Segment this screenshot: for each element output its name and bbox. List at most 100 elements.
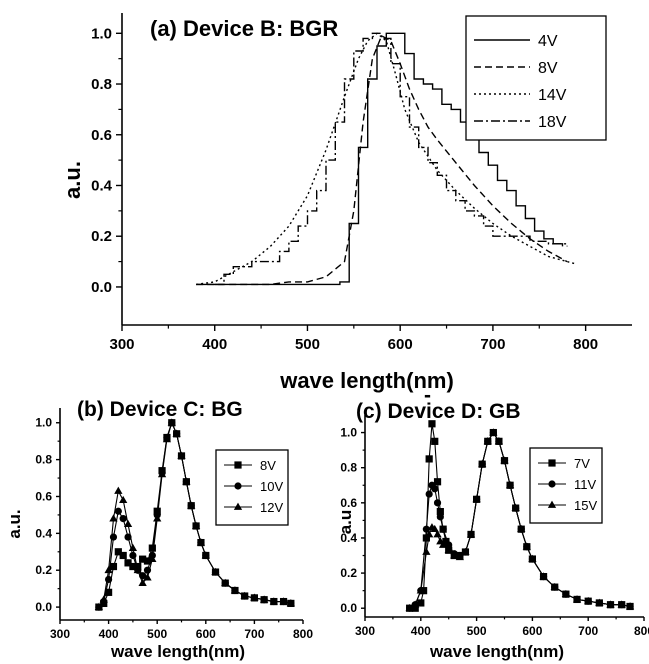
panel-c-series-15V-point — [494, 437, 504, 445]
panel-b-series-12V-point — [269, 597, 278, 605]
panel-b-series-12V-point — [279, 597, 288, 605]
panel-b-series-8V-point — [129, 562, 137, 571]
panel-c-series-7V-point — [442, 537, 450, 546]
panel-b-series-12V-point — [153, 514, 162, 522]
panel-c-series-15V-point — [584, 596, 593, 605]
panel-b-series-12V-point — [172, 429, 181, 437]
panel-c-series-15V-point — [561, 589, 571, 598]
panel-c-series-15V-point — [489, 428, 498, 436]
panel-c-series-15V-point — [511, 503, 520, 511]
panel-a-legend-box — [465, 15, 607, 141]
panel-c-x-tick-label: 800 — [634, 624, 649, 638]
panel-c-series-15V-point — [617, 600, 626, 608]
panel-b-series-12V-point — [143, 573, 152, 581]
panel-b-x-tick-label: 400 — [99, 627, 119, 641]
panel-b-series-8V-point — [124, 559, 132, 567]
panel-c-x-tick-label: 300 — [355, 624, 375, 638]
panel-b-series-8V-point — [139, 555, 147, 563]
panel-b-y-tick-label: 0.6 — [35, 489, 52, 503]
panel-b-y-tick-label: 0.0 — [35, 600, 52, 614]
panel-c-series-15V-point — [422, 547, 431, 555]
panel-c-y-tick-label: 0.2 — [340, 566, 357, 580]
panel-c-series-15V-point — [466, 530, 476, 538]
panel-c-x-tick-label: 500 — [467, 624, 487, 638]
panel-a-series-4V — [196, 32, 564, 286]
panel-a-x-tick-label: 500 — [295, 336, 320, 353]
panel-b-legend-box — [215, 449, 289, 526]
panel-b-series-12V-point — [259, 595, 269, 603]
panel-b-y-axis-label: a.u. — [5, 509, 24, 538]
panel-b-title: (b) Device C: BG — [77, 398, 243, 421]
panel-c-title: (c) Device D: GB — [356, 400, 521, 423]
panel-b-series-10V-point — [114, 507, 122, 515]
panel-b-series-12V-point — [104, 565, 113, 574]
panel-c-legend-label-15V: 15V — [574, 498, 597, 513]
panel-c-series-7V-point — [417, 599, 425, 607]
panel-b-x-tick-label: 700 — [244, 627, 264, 641]
panel-b-legend-label-8V: 8V — [260, 458, 276, 473]
panel-c-x-tick-label: 400 — [411, 624, 431, 638]
panel-c-legend-marker-11V — [548, 480, 556, 488]
panel-c-series-11V-point — [425, 490, 433, 498]
panel-c-x-axis-label: wave length(nm) — [429, 642, 564, 661]
panel-b-series-8V-point — [105, 588, 113, 596]
panel-c-series-15V-point — [455, 552, 464, 561]
panel-b-series-12V-point — [250, 593, 259, 601]
panel-b-series-8V-point — [114, 548, 122, 556]
panel-a-legend-label-14V: 14V — [538, 87, 567, 104]
panel-b-series-12V-point — [157, 470, 167, 478]
panel-b-y-tick-label: 0.4 — [35, 526, 52, 540]
panel-b-series-12V-point — [138, 578, 147, 587]
panel-a-y-tick-label: 0.4 — [91, 177, 113, 194]
panel-b-series-12V-point — [196, 538, 206, 546]
panel-c-series-7V-point — [428, 420, 436, 428]
panel-b-legend-label-12V: 12V — [260, 500, 283, 515]
panel-b-series-10V-point — [109, 533, 118, 541]
panel-b-series-12V-point — [133, 565, 142, 574]
panel-a-x-tick-label: 800 — [573, 336, 598, 353]
panel-c-series-15V-point — [505, 480, 515, 489]
panel-c-series-15V-point — [595, 598, 604, 606]
panel-b-series-8V-point — [119, 551, 127, 560]
panel-c-series-15V-point — [478, 459, 487, 468]
panel-c-series-15V-point — [539, 572, 548, 580]
panel-b-series-12V — [94, 418, 295, 610]
panel-b-series-10V-point — [119, 515, 127, 523]
panel-a-x-tick-label: 600 — [388, 336, 413, 353]
panel-a-x-tick-label: 400 — [202, 336, 227, 353]
panel-b-series-12V-point — [94, 602, 104, 610]
panel-a-y-tick-label: 0.0 — [91, 279, 112, 296]
panel-b-series-12V-point — [119, 495, 128, 504]
panel-b-series-12V-point — [162, 435, 172, 443]
panel-b-series-12V-point — [167, 418, 176, 426]
panel-c-series-15V-point — [416, 586, 425, 594]
panel-b-series-12V-point — [221, 578, 230, 587]
panel-b-series-12V-point — [201, 551, 210, 559]
panel-a-x-tick-label: 700 — [480, 336, 505, 353]
panel-b-legend-marker-10V — [234, 482, 242, 490]
panel-c-series-15V-point — [450, 551, 459, 559]
panel-b-series-12V-point — [114, 486, 123, 494]
panel-c-y-tick-label: 1.0 — [340, 426, 357, 440]
panel-c-y-tick-label: 0.8 — [340, 461, 357, 475]
panel-a-series-14V-line — [196, 32, 577, 286]
panel-c-series-15V — [405, 428, 635, 612]
panel-b-series-12V-point — [240, 591, 249, 599]
panel-b-device-c: (b) Device C: BG wave length(nm) a.u. 30… — [5, 398, 313, 661]
panel-a-legend: 4V 8V 14V 18V — [465, 15, 607, 141]
panel-a-legend-label-4V: 4V — [538, 33, 558, 50]
panel-c-series-15V-point — [472, 494, 481, 503]
panel-b-series-12V-point — [177, 451, 186, 459]
panel-c-series-11V-point — [433, 499, 442, 507]
panel-b-series-12V-point — [123, 519, 133, 528]
panel-c-legend-label-11V: 11V — [574, 477, 596, 492]
panel-c-legend-marker-15V — [547, 500, 557, 508]
panel-c-series-15V-point — [522, 542, 531, 550]
panel-c-series-7V-point — [422, 534, 430, 542]
panel-b-series-12V-point — [109, 514, 118, 522]
panel-c-legend-marker-7V — [548, 459, 556, 467]
panel-b-legend-marker-12V — [233, 502, 243, 510]
panel-c-series-15V-point — [500, 456, 509, 464]
panel-c-device-d: (c) Device D: GB - wave length(nm) a.u 3… — [336, 384, 649, 661]
panel-c-series-15V-point — [572, 595, 582, 603]
